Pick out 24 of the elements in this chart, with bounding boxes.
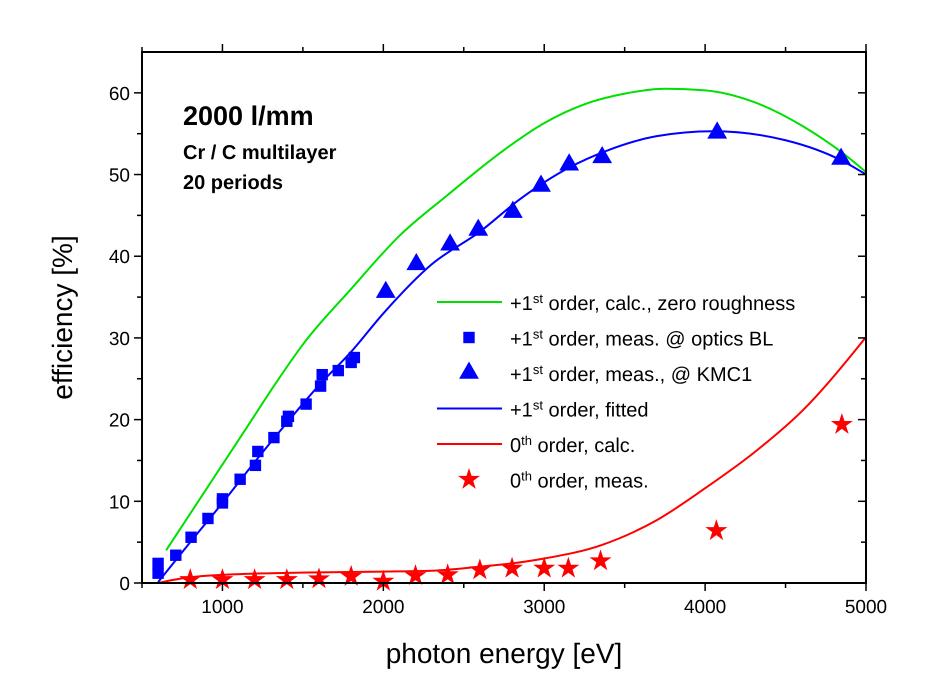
y-tick-label: 20 [108,410,130,432]
line-series [165,88,867,552]
y-tick-label: 0 [119,574,130,595]
x-tick-label: 5000 [844,597,888,618]
annotation: Cr / C multilayer [183,142,337,164]
legend-label: +1$^{st}$ order, calc., zero roughness [510,290,796,315]
legend-label: +1$^{st}$ order, fitted [510,397,649,422]
x-tick-label: 2000 [362,597,404,618]
legend-label: +1$^{st}$ order, meas., @ KMC1 [510,362,752,386]
x-tick-label: 1000 [201,597,244,618]
legend-label: 0$^{th}$ order, calc. [510,432,636,457]
y-tick-label: 40 [108,247,130,268]
y-tick-label: 50 [108,166,130,187]
y-tick-label: 10 [108,492,130,514]
x-tick-label: 4000 [684,597,726,618]
annotation: 2000 l/mm [183,101,314,131]
y-tick-label: 30 [108,328,130,350]
x-axis-title: photon energy [eV] [386,638,622,669]
y-axis-title: efficiency [%] [47,235,78,400]
legend-label: 0$^{th}$ order, meas. [510,468,649,492]
legend-label: +1$^{st}$ order, meas. @ optics BL [510,326,774,350]
x-tick-label: 3000 [523,597,566,618]
annotation: 20 periods [183,172,284,194]
y-tick-label: 60 [108,84,130,105]
